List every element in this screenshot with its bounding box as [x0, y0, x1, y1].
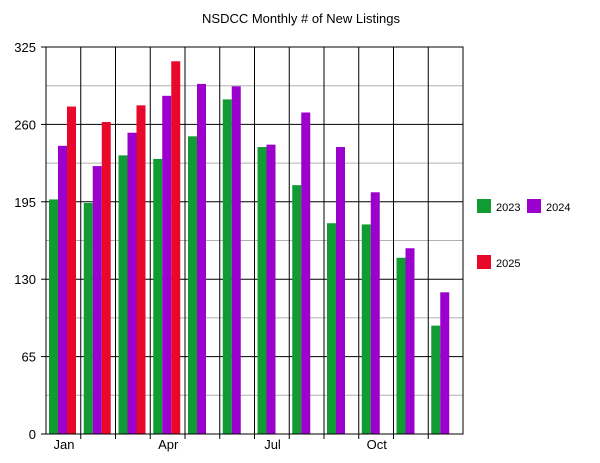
bars — [49, 61, 450, 435]
legend: 2023 2024 2025 — [477, 199, 570, 270]
y-tick-label: 195 — [14, 195, 36, 210]
y-tick-label: 0 — [29, 427, 36, 442]
y-tick-labels: 0 65 130 195 260 325 — [14, 40, 36, 442]
legend-label-2025: 2025 — [496, 258, 520, 270]
y-tick-label: 325 — [14, 40, 36, 55]
y-tick-label: 130 — [14, 272, 36, 287]
bar-2024-Apr — [162, 95, 172, 435]
bar-2023-Mar — [118, 155, 128, 435]
bar-2024-Jun — [231, 86, 241, 435]
axes — [41, 46, 464, 435]
bar-2023-Feb — [83, 202, 93, 434]
plot-frame — [45, 46, 464, 435]
bar-2024-Aug — [301, 112, 311, 434]
legend-label-2024: 2024 — [546, 202, 570, 214]
gridlines — [46, 47, 463, 439]
bar-2025-Feb — [101, 122, 111, 434]
y-tick-label: 65 — [22, 350, 36, 365]
bar-2024-Jan — [58, 145, 67, 434]
y-tick-label: 260 — [14, 117, 36, 132]
bar-2024-Mar — [127, 132, 137, 434]
bar-2023-Nov — [396, 257, 406, 434]
legend-swatch-2025 — [477, 255, 491, 269]
legend-swatch-2023 — [477, 199, 491, 213]
x-tick-labels: Jan Apr Jul Oct — [54, 437, 388, 452]
bar-2024-Dec — [440, 292, 450, 434]
bar-2024-Nov — [405, 248, 415, 434]
x-tick-label: Jan — [54, 437, 75, 452]
bar-2023-Jul — [257, 147, 267, 435]
bar-2023-Dec — [431, 325, 441, 434]
bar-2024-Oct — [370, 192, 380, 434]
bar-2023-May — [188, 136, 197, 435]
bar-2023-Jun — [222, 99, 232, 434]
chart-title: NSDCC Monthly # of New Listings — [202, 11, 400, 26]
x-tick-label: Oct — [367, 437, 388, 452]
bar-2023-Jan — [49, 199, 58, 434]
bar-2023-Aug — [292, 185, 302, 434]
bar-2024-May — [197, 83, 206, 434]
bar-2023-Sep — [327, 223, 336, 434]
legend-label-2023: 2023 — [496, 202, 520, 214]
bar-2023-Oct — [361, 224, 371, 434]
x-tick-label: Apr — [158, 437, 179, 452]
bar-2024-Jul — [266, 144, 276, 435]
bar-2025-Jan — [67, 106, 76, 435]
legend-swatch-2024 — [527, 199, 541, 213]
bar-2024-Sep — [336, 147, 345, 435]
bar-2025-Mar — [136, 105, 146, 435]
x-tick-label: Jul — [264, 437, 281, 452]
bar-2024-Feb — [92, 166, 102, 435]
bar-2025-Apr — [171, 61, 181, 434]
bar-2023-Apr — [153, 158, 163, 434]
